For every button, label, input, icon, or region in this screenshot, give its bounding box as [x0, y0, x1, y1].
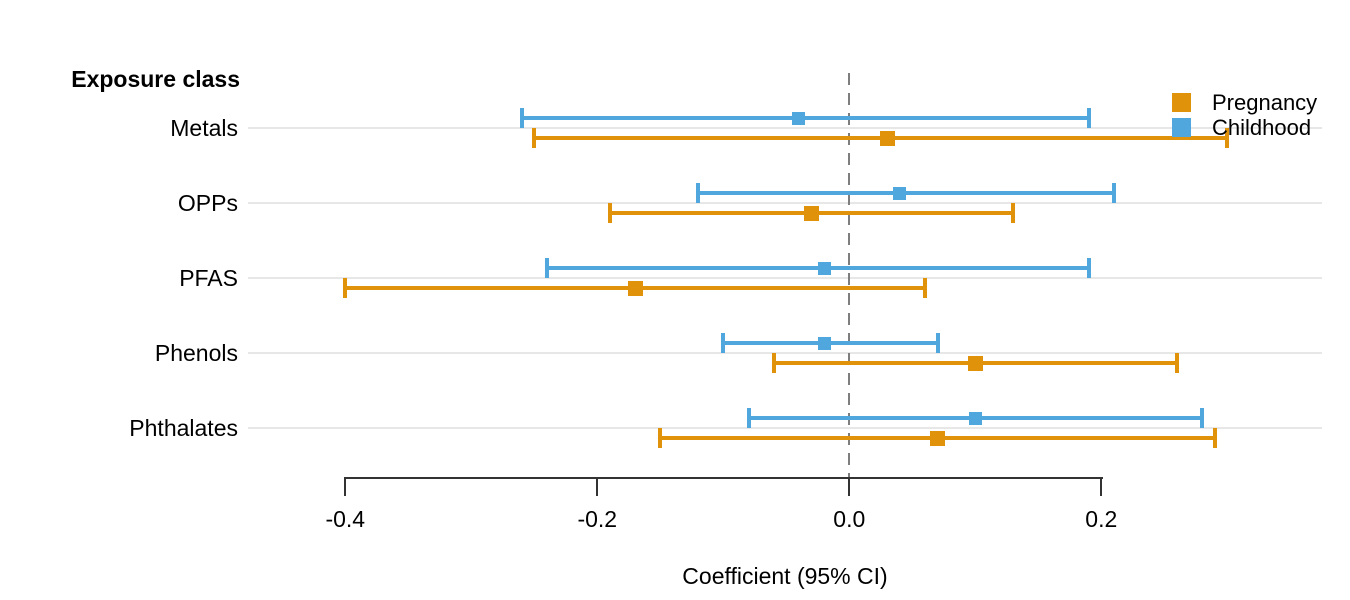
- x-axis-line: [345, 477, 1103, 479]
- ci-cap-left: [746, 408, 751, 428]
- row-gridline: [248, 202, 1322, 204]
- point-marker: [627, 280, 643, 296]
- x-tick-label: 0.0: [833, 506, 866, 532]
- ci-cap-right: [1212, 428, 1217, 448]
- row-gridline: [248, 352, 1322, 354]
- ci-cap-left: [519, 108, 524, 128]
- ci-cap-left: [771, 353, 776, 373]
- ci-cap-left: [343, 278, 348, 298]
- x-axis-title: Coefficient (95% CI): [682, 563, 888, 589]
- x-axis-tick: [848, 477, 851, 496]
- point-marker: [930, 430, 945, 446]
- x-tick-label: -0.2: [577, 506, 618, 532]
- legend-swatch: [1172, 118, 1191, 137]
- point-marker: [893, 186, 907, 200]
- row-gridline: [248, 277, 1322, 279]
- row-gridline: [248, 127, 1322, 129]
- point-marker: [804, 205, 819, 221]
- category-label: Phenols: [154, 340, 238, 366]
- category-label: Metals: [170, 115, 238, 141]
- ci-cap-left: [696, 183, 701, 203]
- ci-cap-left: [607, 203, 612, 223]
- point-marker: [817, 336, 831, 350]
- point-marker: [879, 130, 895, 146]
- legend-label: Pregnancy: [1212, 90, 1318, 115]
- zero-reference-line: [848, 73, 850, 478]
- ci-cap-right: [1086, 108, 1091, 128]
- x-axis-tick: [596, 477, 599, 496]
- ci-cap-right: [1011, 203, 1016, 223]
- category-label: PFAS: [179, 265, 238, 291]
- category-label: Phthalates: [129, 415, 238, 441]
- ci-cap-left: [544, 258, 549, 278]
- ci-cap-right: [935, 333, 940, 353]
- ci-cap-right: [1200, 408, 1205, 428]
- ci-cap-left: [658, 428, 663, 448]
- ci-cap-right: [922, 278, 927, 298]
- ci-cap-left: [532, 128, 537, 148]
- point-marker: [792, 111, 806, 125]
- ci-cap-right: [1086, 258, 1091, 278]
- x-tick-label: -0.4: [325, 506, 366, 532]
- x-tick-label: 0.2: [1085, 506, 1118, 532]
- legend-label: Childhood: [1212, 115, 1312, 140]
- ci-cap-right: [1111, 183, 1116, 203]
- row-gridline: [248, 427, 1322, 429]
- x-axis-tick: [344, 477, 347, 496]
- ci-cap-left: [721, 333, 726, 353]
- legend-swatch: [1172, 93, 1191, 112]
- point-marker: [967, 355, 983, 371]
- category-label: OPPs: [177, 190, 238, 216]
- point-marker: [817, 261, 831, 275]
- ci-cap-right: [1174, 353, 1179, 373]
- x-axis-tick: [1100, 477, 1103, 496]
- point-marker: [968, 411, 982, 425]
- ci-cap-right: [1225, 128, 1230, 148]
- y-axis-header: Exposure class: [71, 66, 240, 92]
